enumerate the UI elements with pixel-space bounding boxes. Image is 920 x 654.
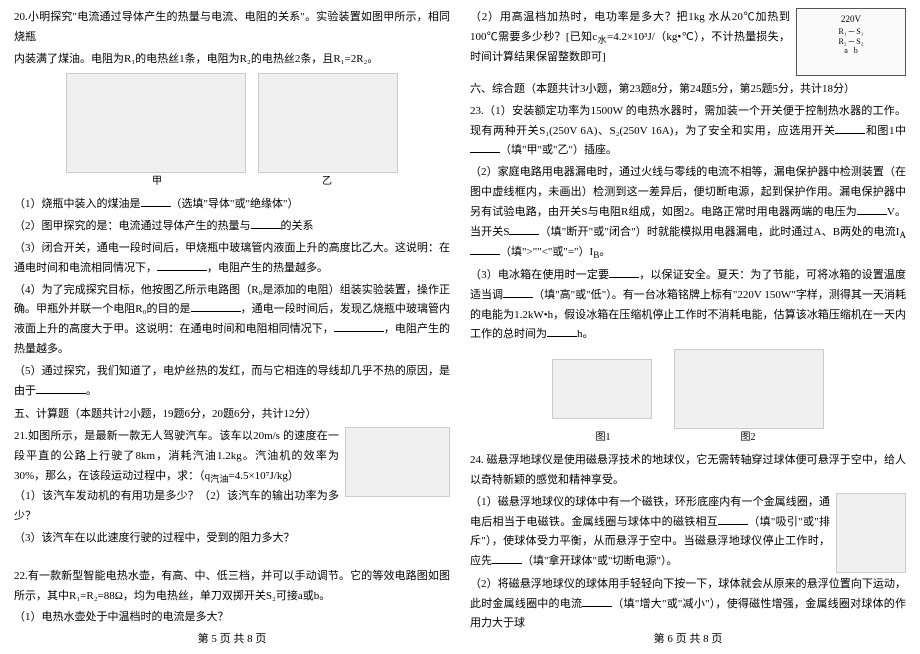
q24-2: （2）将磁悬浮地球仪的球体用手轻轻向下按一下，球体就会从原来的悬浮位置向下运动，… xyxy=(470,575,906,634)
blank xyxy=(547,325,577,337)
blank xyxy=(36,382,86,394)
blank xyxy=(582,595,612,607)
q20-5: （5）通过探究，我们知道了，电炉丝热的发红，而与它相连的导线却几乎不热的原因，是… xyxy=(14,362,450,402)
q20-line1: 20.小明探究"电流通过导体产生的热量与电流、电阻的关系"。实验装置如图甲所示，… xyxy=(14,8,450,48)
q23-3: （3）电冰箱在使用时一定要，以保证安全。夏天：为了节能，可将冰箱的设置温度适当调… xyxy=(470,266,906,345)
q20-figure-row: 甲乙 xyxy=(14,73,450,191)
blank xyxy=(251,217,281,229)
q22-3sub: 水 xyxy=(597,35,607,45)
q23-1c: （填"甲"或"乙"）插座。 xyxy=(500,144,617,156)
blank xyxy=(157,259,207,271)
kettle-circuit-diagram: 220V R₁ ─ S₁R₂ ─ S₂a b xyxy=(796,8,906,76)
q20-5-tail: 。 xyxy=(86,385,97,397)
blank xyxy=(509,223,539,235)
blank xyxy=(718,513,748,525)
q23-3d: h。 xyxy=(577,328,594,340)
q23-3c: （填"高"或"低"）。有一台冰箱铭牌上标有"220V 150W"字样，测得其一天… xyxy=(470,289,906,341)
q20-2-text: （2）图甲探究的是：电流通过导体产生的热量与 xyxy=(14,220,251,232)
q23-3a: （3）电冰箱在使用时一定要 xyxy=(470,269,609,281)
figure-jia-apparatus xyxy=(66,73,246,173)
blank xyxy=(609,266,639,278)
q23-2e: 。 xyxy=(599,246,610,258)
blank xyxy=(835,122,865,134)
q22-1: 22.有一款新型智能电热水壶，有高、中、低三档，并可以手动调节。它的等效电路图如… xyxy=(14,567,450,607)
q20-1-hint: （选填"导体"或"绝缘体"） xyxy=(171,198,299,210)
blank xyxy=(141,195,171,207)
page-right: 220V R₁ ─ S₁R₂ ─ S₂a b （2）用高温档加热时，电功率是多大… xyxy=(460,8,916,650)
blank xyxy=(470,243,500,255)
leakage-circuit-figure-2 xyxy=(674,349,824,429)
q23-figures: 图1图2 xyxy=(470,349,906,447)
blank xyxy=(857,203,887,215)
section6-title: 六、综合题（本题共计3小题，第23题8分，第24题5分，第25题5分，共计18分… xyxy=(470,80,906,100)
q21-sub2: （3）该汽车在以此速度行驶的过程中，受到的阻力多大？ xyxy=(14,529,450,549)
blank xyxy=(503,286,533,298)
q23-2c: （填"断开"或"闭合"）时就能模拟用电器漏电，此时通过A、B两处的电流I xyxy=(539,226,899,238)
blank xyxy=(470,141,500,153)
q23-2d: （填">""<"或"="）I xyxy=(500,246,593,258)
q20-3: （3）闭合开关，通电一段时间后，甲烧瓶中玻璃管内液面上升的高度比乙大。这说明：在… xyxy=(14,239,450,279)
q21-sub: 汽油 xyxy=(210,474,228,484)
q23-1b: 和图1中 xyxy=(865,125,906,137)
q24-1: （1）磁悬浮地球仪的球体中有一个磁铁，环形底座内有一个金属线圈，通电后相当于电磁… xyxy=(470,493,906,573)
q23-2a: （2）家庭电路用电器漏电时，通过火线与零线的电流不相等，漏电保护器中检测装置（在… xyxy=(470,166,906,218)
blank xyxy=(334,320,384,332)
q24-2c: （填"拿开球体"或"切断电源"）。 xyxy=(522,555,677,567)
q20-line2: 内装满了煤油。电阻为R₁的电热丝1条，电阻为R₂的电热丝2条，且R₁=2R₂。 xyxy=(14,50,450,70)
figure-yi-circuit xyxy=(258,73,398,173)
q20-1: （1）烧瓶中装入的煤油是 （选填"导体"或"绝缘体"） xyxy=(14,195,450,215)
circuit-220v-label: 220V xyxy=(799,11,903,27)
q20-3-tail: ，电阻产生的热量越多。 xyxy=(207,262,328,274)
footer-right: 第 6 页 共 8 页 xyxy=(460,630,916,650)
q24-intro: 24. 磁悬浮地球仪是使用磁悬浮技术的地球仪，它无需转轴穿过球体便可悬浮于空中，… xyxy=(470,451,906,491)
q20-2-tail: 的关系 xyxy=(281,220,314,232)
blank xyxy=(492,552,522,564)
q20-4: （4）为了完成探究目标，他按图乙所示电路图（R₀是添加的电阻）组装实验装置，操作… xyxy=(14,281,450,360)
q23-1: 23.（1）安装额定功率为1500W 的电热水器时，需加装一个开关便于控制热水器… xyxy=(470,102,906,161)
socket-figure-1 xyxy=(552,359,652,419)
section5-title: 五、计算题（本题共计2小题，19题6分，20题6分，共计12分） xyxy=(14,405,450,425)
spacer xyxy=(14,553,450,567)
q21-block: 21.如图所示，是最新一款无人驾驶汽车。该车以20m/s 的速度在一段平直的公路… xyxy=(14,427,450,551)
blank xyxy=(191,300,241,312)
q21-text-b: =4.5×10⁷J/kg） xyxy=(228,470,298,482)
maglev-globe-image xyxy=(836,493,906,573)
ia-sub: A xyxy=(899,230,906,240)
footer-left: 第 5 页 共 8 页 xyxy=(4,630,460,650)
q22-2: （1）电热水壶处于中温档时的电流是多大？ xyxy=(14,608,450,628)
q22-continue: 220V R₁ ─ S₁R₂ ─ S₂a b （2）用高温档加热时，电功率是多大… xyxy=(470,8,906,76)
q23-2: （2）家庭电路用电器漏电时，通过火线与零线的电流不相等，漏电保护器中检测装置（在… xyxy=(470,163,906,264)
page-left: 20.小明探究"电流通过导体产生的热量与电流、电阻的关系"。实验装置如图甲所示，… xyxy=(4,8,460,650)
q20-2: （2）图甲探究的是：电流通过导体产生的热量与 的关系 xyxy=(14,217,450,237)
car-image xyxy=(345,427,450,497)
q20-1-text: （1）烧瓶中装入的煤油是 xyxy=(14,198,141,210)
